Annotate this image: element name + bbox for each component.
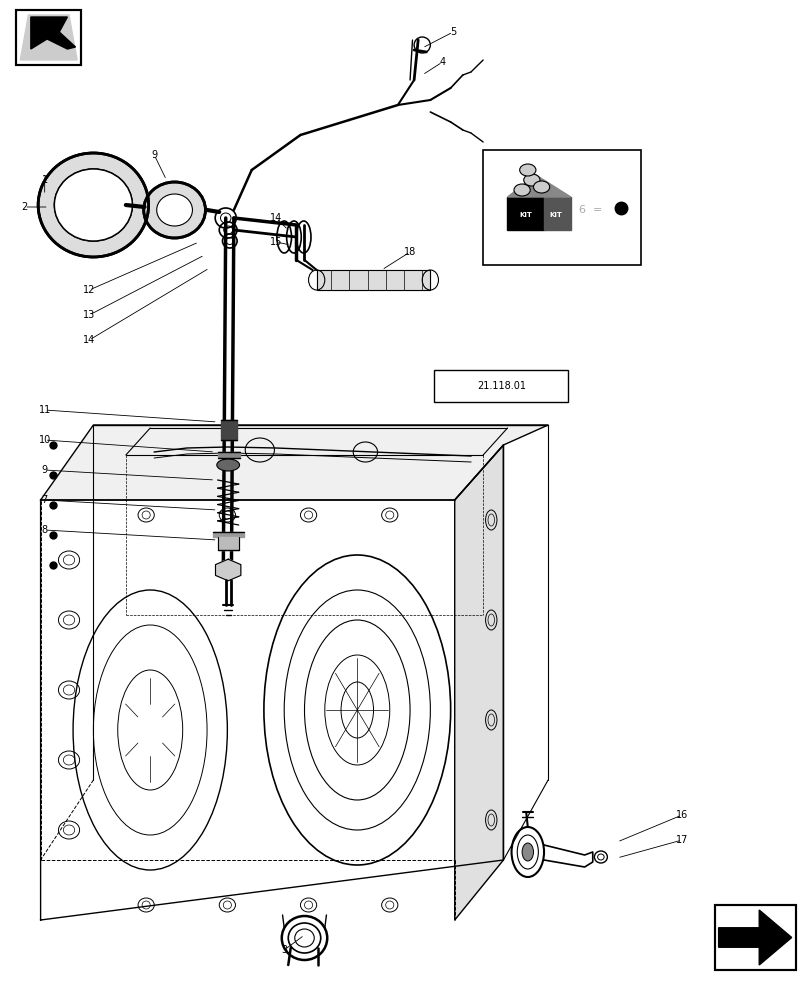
Text: 13: 13 <box>83 310 96 320</box>
Ellipse shape <box>54 169 132 241</box>
Ellipse shape <box>523 174 539 186</box>
Bar <box>16 10 81 65</box>
Polygon shape <box>31 17 75 49</box>
Text: 14: 14 <box>269 213 282 223</box>
Text: 9: 9 <box>151 150 157 160</box>
Polygon shape <box>718 910 791 965</box>
Ellipse shape <box>157 194 192 226</box>
Ellipse shape <box>521 843 533 861</box>
Ellipse shape <box>519 164 535 176</box>
Text: 10: 10 <box>38 435 51 445</box>
Text: 16: 16 <box>675 810 688 820</box>
Text: 15: 15 <box>269 237 282 247</box>
Polygon shape <box>543 197 570 230</box>
Ellipse shape <box>38 153 148 257</box>
Text: 1: 1 <box>41 175 48 185</box>
Bar <box>16 10 81 65</box>
Text: 14: 14 <box>83 335 96 345</box>
Text: 6  =: 6 = <box>578 205 602 215</box>
Polygon shape <box>215 559 241 581</box>
Bar <box>714 905 795 970</box>
Polygon shape <box>217 452 239 458</box>
Polygon shape <box>41 425 547 500</box>
Polygon shape <box>454 445 503 920</box>
Text: 5: 5 <box>449 27 456 37</box>
Ellipse shape <box>533 181 549 193</box>
Text: KIT: KIT <box>518 212 531 218</box>
Text: 3: 3 <box>281 945 287 955</box>
Text: 7: 7 <box>41 495 48 505</box>
Bar <box>434 370 568 402</box>
Text: 18: 18 <box>403 247 416 257</box>
Bar <box>483 150 641 265</box>
Ellipse shape <box>144 182 205 238</box>
Text: 21.118.01: 21.118.01 <box>476 381 526 391</box>
Polygon shape <box>316 270 430 290</box>
Polygon shape <box>217 537 238 550</box>
Text: 2: 2 <box>21 202 28 212</box>
Text: 4: 4 <box>439 57 445 67</box>
Text: 9: 9 <box>41 465 48 475</box>
Text: 11: 11 <box>38 405 51 415</box>
Polygon shape <box>212 532 243 537</box>
Polygon shape <box>221 420 237 440</box>
Text: 17: 17 <box>675 835 688 845</box>
Text: 8: 8 <box>41 525 48 535</box>
Ellipse shape <box>217 459 239 471</box>
Text: 12: 12 <box>83 285 96 295</box>
Text: KIT: KIT <box>549 212 562 218</box>
Polygon shape <box>41 445 503 920</box>
Bar <box>714 905 795 970</box>
Polygon shape <box>507 197 543 230</box>
Polygon shape <box>507 175 570 197</box>
Ellipse shape <box>513 184 530 196</box>
Polygon shape <box>20 15 77 60</box>
